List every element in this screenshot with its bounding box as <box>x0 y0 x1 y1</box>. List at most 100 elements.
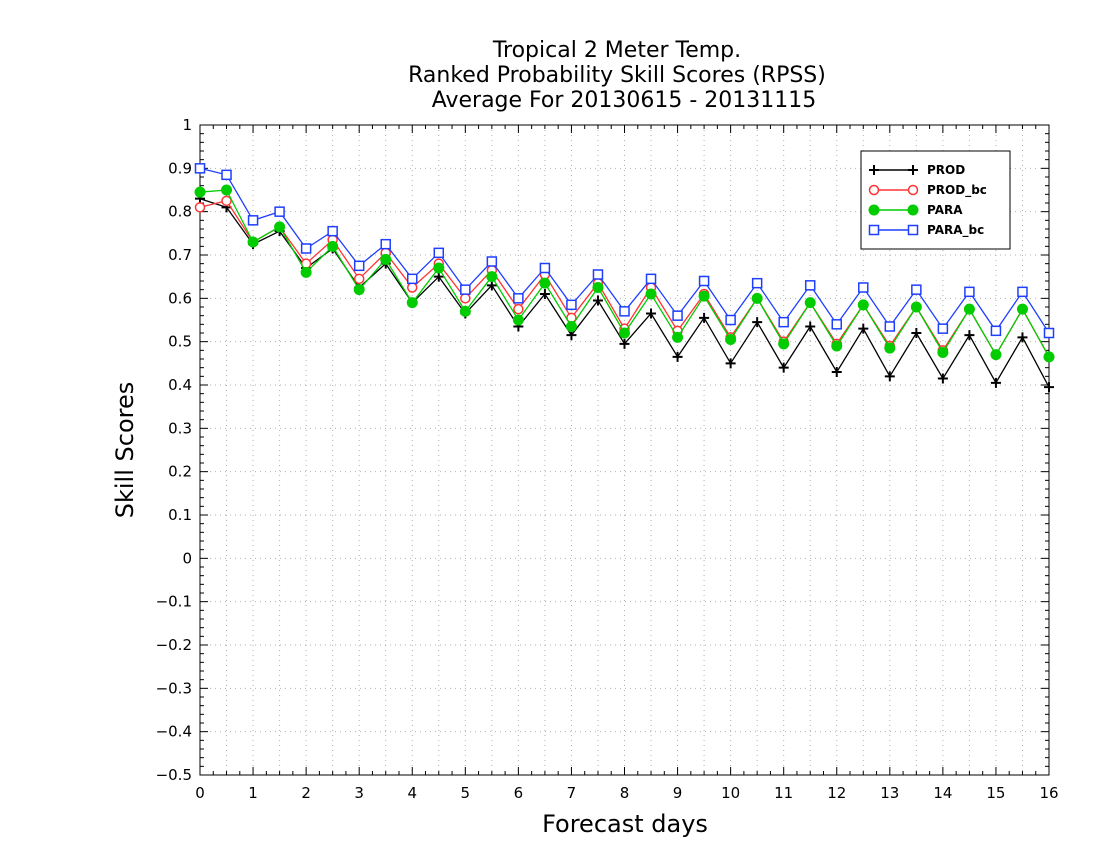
legend: PROD PROD_bc PARA PARA_bc <box>860 150 1011 250</box>
data-point-para-bc <box>460 284 471 295</box>
y-tick-label: 0.5 <box>168 333 192 351</box>
y-tick-label: 0.1 <box>168 506 192 524</box>
data-point-para <box>778 338 790 350</box>
y-tick-label: −0.1 <box>156 593 192 611</box>
data-point-para <box>380 253 392 265</box>
legend-marker <box>908 165 918 175</box>
data-point-para-bc <box>380 238 391 250</box>
data-point-prod <box>805 321 816 332</box>
data-point-prod-bc <box>353 273 365 285</box>
data-point-para <box>406 297 418 309</box>
data-point-para-bc <box>884 321 896 332</box>
data-point-para <box>698 290 710 302</box>
data-point-para <box>937 347 949 358</box>
data-point-para-bc <box>990 325 1002 337</box>
data-point-prod-bc <box>194 202 206 213</box>
data-point-prod <box>699 312 710 323</box>
data-point-prod <box>964 330 975 341</box>
data-point-para <box>433 262 445 274</box>
data-point-para-bc <box>725 314 736 326</box>
x-tick-label: 14 <box>933 784 952 802</box>
legend-item-para-bc: PARA_bc <box>868 223 984 238</box>
data-point-para <box>486 271 498 283</box>
data-point-para-bc <box>407 273 418 285</box>
data-point-para <box>910 301 922 313</box>
legend-label: PARA <box>927 203 963 217</box>
data-point-para <box>804 297 816 309</box>
data-point-para <box>963 303 975 315</box>
y-tick-label: 0.2 <box>168 463 192 481</box>
x-tick-label: 13 <box>880 784 899 802</box>
y-tick-label: 0.8 <box>168 203 192 221</box>
data-point-para-bc <box>566 299 577 311</box>
series-layer <box>194 163 1055 393</box>
x-tick-label: 1 <box>248 784 258 802</box>
x-tick-label: 6 <box>514 784 524 802</box>
data-point-para-bc <box>1043 327 1055 339</box>
x-tick-label: 4 <box>407 784 417 802</box>
data-point-para <box>327 240 339 252</box>
y-tick-label: −0.3 <box>156 679 192 697</box>
data-point-para <box>672 331 684 343</box>
legend-marker <box>869 165 879 175</box>
data-point-para-bc <box>539 262 551 274</box>
legend-item-prod-bc: PROD_bc <box>868 183 987 198</box>
data-point-para <box>194 186 206 198</box>
y-tick-label: 0.7 <box>168 246 192 264</box>
legend-marker <box>907 224 919 236</box>
data-point-prod-bc <box>407 282 418 293</box>
data-point-para-bc <box>645 273 657 285</box>
y-tick-label: −0.4 <box>156 723 192 741</box>
legend-item-para: PARA <box>868 203 963 217</box>
data-point-para <box>353 284 365 296</box>
x-tick-label: 16 <box>1039 784 1058 802</box>
data-point-para <box>565 321 577 332</box>
data-point-para-bc <box>778 316 789 328</box>
legend-label: PROD_bc <box>927 183 987 198</box>
y-tick-label: 0.6 <box>168 289 192 307</box>
data-point-prod <box>884 371 895 382</box>
y-axis-title: Skill Scores <box>111 382 139 519</box>
data-point-para-bc <box>221 169 232 181</box>
data-point-para-bc <box>194 163 206 174</box>
data-point-para <box>459 305 471 317</box>
y-tick-label: 0.4 <box>168 376 192 394</box>
data-point-para <box>884 342 896 354</box>
y-tick-label: 0.3 <box>168 419 192 437</box>
data-point-para-bc <box>513 293 524 304</box>
data-point-para <box>1043 351 1055 363</box>
data-point-para-bc <box>672 310 683 321</box>
data-point-para-bc <box>247 215 259 226</box>
data-point-prod <box>752 317 763 328</box>
data-point-para <box>990 349 1002 361</box>
data-point-para <box>274 221 286 233</box>
data-point-para <box>247 236 259 248</box>
data-point-prod <box>778 362 789 373</box>
x-tick-label: 8 <box>620 784 630 802</box>
axis-ticks: −0.5 −0.4 −0.3 −0.2 −0.1 0 0.1 0.2 0.3 0.4 0.5 0.6 0… <box>156 116 1059 802</box>
data-point-para <box>592 282 604 293</box>
chart-title: Tropical 2 Meter Temp. Ranked Probabilit… <box>408 38 826 113</box>
data-point-para <box>539 277 551 289</box>
data-point-prod <box>646 308 657 319</box>
data-point-prod <box>911 328 922 338</box>
series-para-bc <box>194 163 1055 339</box>
legend-marker <box>868 224 880 236</box>
data-point-para-bc <box>698 275 710 287</box>
data-point-prod <box>725 358 736 369</box>
y-tick-label: −0.2 <box>156 636 192 654</box>
x-tick-label: 7 <box>567 784 577 802</box>
data-point-para-bc <box>327 225 338 237</box>
x-tick-label: 10 <box>721 784 740 802</box>
legend-marker <box>907 204 919 216</box>
data-point-para <box>221 184 233 196</box>
grid-lines <box>200 125 1049 775</box>
legend-item-prod: PROD <box>869 163 965 177</box>
data-point-prod <box>937 373 948 384</box>
y-tick-label: 0 <box>182 549 192 567</box>
data-point-prod <box>990 377 1001 388</box>
x-tick-label: 9 <box>673 784 683 802</box>
data-point-prod <box>858 323 869 334</box>
data-point-para <box>751 292 763 304</box>
data-point-para-bc <box>433 247 445 259</box>
